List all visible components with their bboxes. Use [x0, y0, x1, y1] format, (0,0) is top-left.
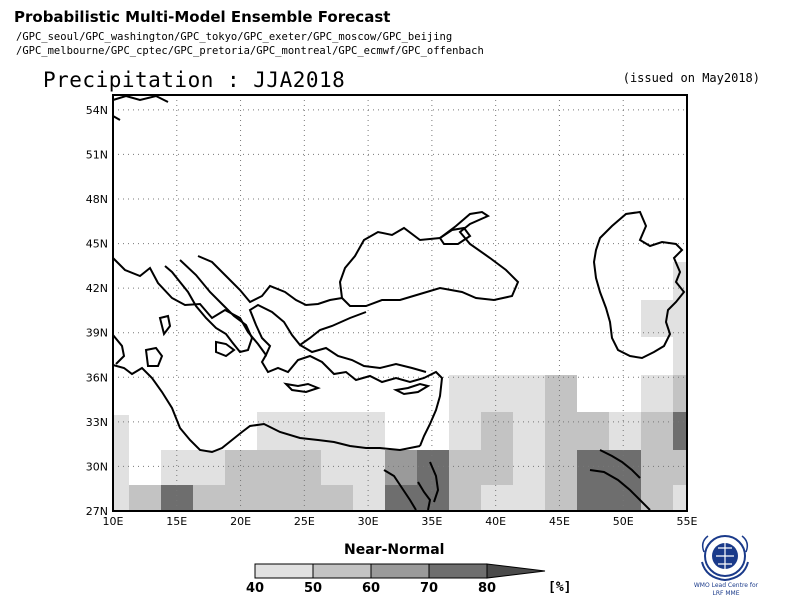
latitude-label: 48N	[86, 193, 108, 206]
prob-cell	[673, 262, 687, 412]
prob-cell	[193, 485, 225, 511]
prob-cell	[481, 485, 513, 511]
prob-cell	[577, 450, 641, 511]
variable-title: Precipitation : JJA2018	[43, 68, 346, 92]
longitude-label: 10E	[103, 515, 124, 528]
prob-cell	[577, 412, 609, 450]
latitude-label: 51N	[86, 148, 108, 161]
legend-colorbar	[254, 563, 546, 579]
prob-cell	[513, 412, 545, 511]
longitude-label: 25E	[294, 515, 315, 528]
issued-date: (issued on May2018)	[622, 71, 760, 85]
prob-cell	[449, 375, 545, 412]
latitude-label: 39N	[86, 327, 108, 340]
prob-cell	[113, 415, 129, 511]
prob-cell	[673, 375, 687, 412]
legend-unit: [%]	[548, 580, 571, 595]
forecast-title: Probabilistic Multi-Model Ensemble Forec…	[14, 8, 391, 26]
longitude-label: 20E	[230, 515, 251, 528]
prob-cell	[673, 450, 687, 485]
latitude-labels: 27N 30N 33N 36N 39N 42N 45N 48N 51N 54N	[86, 104, 108, 518]
legend-arrow	[486, 563, 546, 579]
prob-cell	[353, 485, 385, 511]
longitude-label: 30E	[358, 515, 379, 528]
prob-cell	[673, 485, 687, 511]
latitude-label: 42N	[86, 282, 108, 295]
prob-cell	[225, 450, 321, 511]
prob-cell	[673, 412, 687, 450]
legend-swatch	[370, 563, 430, 579]
model-list-line-1: /GPC_seoul/GPC_washington/GPC_tokyo/GPC_…	[16, 31, 453, 43]
legend-bin-label: 60	[362, 581, 380, 596]
graticule	[113, 95, 687, 511]
wmo-emblem-icon	[701, 535, 749, 582]
legend-title: Near-Normal	[344, 542, 445, 558]
prob-cell	[321, 485, 353, 511]
longitude-label: 35E	[421, 515, 442, 528]
legend-bin-label: 70	[420, 581, 438, 596]
prob-cell	[321, 450, 385, 485]
latitude-label: 27N	[86, 505, 108, 518]
prob-cell	[641, 412, 673, 485]
longitude-labels: 10E 15E 20E 25E 30E 35E 40E 45E 50E 55E	[103, 515, 698, 528]
prob-cell	[449, 450, 481, 511]
prob-cell	[385, 485, 417, 511]
longitude-label: 40E	[485, 515, 506, 528]
map-frame	[112, 94, 688, 512]
logo-caption-1: WMO Lead Centre for	[693, 582, 759, 589]
logo-caption-2: LRF MME	[712, 590, 740, 597]
prob-cell	[481, 412, 513, 485]
legend-swatch	[254, 563, 314, 579]
latitude-label: 45N	[86, 238, 108, 251]
longitude-label: 55E	[677, 515, 698, 528]
prob-cell	[385, 450, 417, 485]
latitude-label: 30N	[86, 460, 108, 473]
legend-swatch	[312, 563, 372, 579]
longitude-label: 45E	[549, 515, 570, 528]
legend-bin-label: 40	[246, 581, 264, 596]
prob-cell	[641, 375, 673, 412]
latitude-label: 36N	[86, 371, 108, 384]
latitude-label: 54N	[86, 104, 108, 117]
prob-cell	[609, 412, 641, 450]
prob-cell	[545, 412, 577, 511]
legend-bin-label: 50	[304, 581, 322, 596]
prob-cell	[449, 412, 481, 450]
prob-cell	[545, 375, 577, 412]
coastlines	[112, 94, 686, 511]
latitude-label: 33N	[86, 416, 108, 429]
longitude-label: 50E	[613, 515, 634, 528]
prob-cell	[417, 450, 449, 511]
legend-swatch	[428, 563, 488, 579]
prob-cell	[161, 485, 193, 511]
legend-tick-labels: 40 50 60 70 80	[246, 581, 496, 596]
prob-cell	[641, 300, 673, 337]
legend-bin-label: 80	[478, 581, 496, 596]
model-list-line-2: /GPC_melbourne/GPC_cptec/GPC_pretoria/GP…	[16, 45, 484, 57]
longitude-label: 15E	[166, 515, 187, 528]
prob-cell	[129, 485, 161, 511]
